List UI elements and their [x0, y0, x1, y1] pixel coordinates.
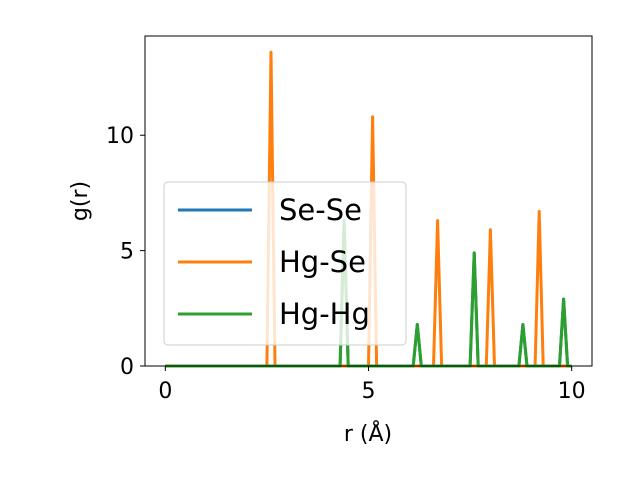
y-tick-label: 5 [120, 240, 134, 265]
legend: Se-Se Hg-Se Hg-Hg [163, 181, 407, 346]
tick-layer: 0 5 10 0 5 10 [106, 124, 586, 404]
x-tick-label: 10 [558, 379, 586, 404]
x-tick-label: 0 [158, 379, 172, 404]
legend-box [163, 181, 407, 346]
y-axis-label: g(r) [68, 181, 93, 221]
legend-label-hg-hg: Hg-Hg [279, 297, 370, 331]
x-tick-label: 5 [362, 379, 376, 404]
y-tick-label: 10 [106, 124, 134, 149]
x-axis-label: r (Å) [344, 420, 392, 447]
y-tick-label: 0 [120, 355, 134, 380]
legend-label-se-se: Se-Se [279, 193, 362, 227]
legend-label-hg-se: Hg-Se [279, 245, 366, 279]
